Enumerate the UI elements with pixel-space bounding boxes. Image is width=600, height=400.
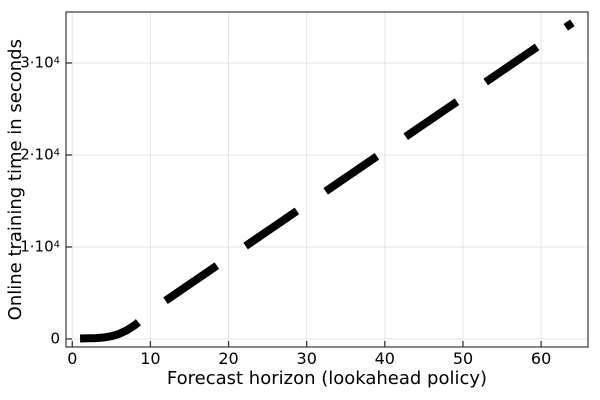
y-tick-label-exponent: 4 [53,55,60,67]
x-axis-title-wrap: Forecast horizon (lookahead policy) [66,368,588,389]
x-tick-label: 60 [530,349,552,368]
x-tick-label: 40 [374,349,395,368]
plot-frame [65,11,589,348]
x-axis-title: Forecast horizon (lookahead policy) [166,368,488,389]
x-tick-label: 30 [296,349,317,368]
y-tick-label: 1⋅104 [20,237,60,256]
y-tick-label-base: 3⋅10 [20,53,54,72]
y-axis-title: Online training time in seconds [4,38,26,321]
y-tick-label-base: 1⋅10 [20,237,54,256]
x-tick-label: 10 [140,349,161,368]
y-tick-label-exponent: 4 [53,239,60,251]
x-tick-label: 20 [218,349,239,368]
y-tick-label: 3⋅104 [20,53,60,72]
y-tick-label: 0 [50,329,60,348]
x-tick-label: 50 [452,349,474,368]
y-tick-label: 2⋅104 [20,145,60,164]
y-tick-label-base: 0 [50,329,60,348]
y-tick-label-exponent: 4 [53,147,60,159]
series-line [80,19,575,343]
y-tick-label-base: 2⋅10 [20,145,54,164]
x-tick-label: 0 [67,349,78,368]
